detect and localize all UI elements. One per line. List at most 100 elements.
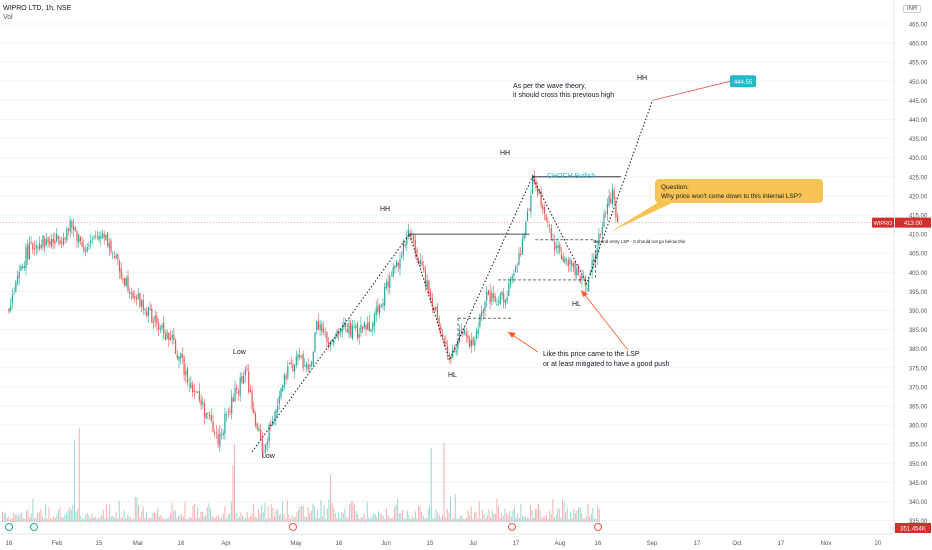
candle-body xyxy=(423,266,425,271)
candle-body xyxy=(168,332,170,340)
volume-bar xyxy=(582,518,584,522)
candle-body xyxy=(528,209,530,211)
volume-bar xyxy=(221,517,223,522)
volume-bar xyxy=(301,506,303,522)
candle-body xyxy=(564,258,566,263)
candle-body xyxy=(494,296,496,302)
candle-body xyxy=(605,212,607,214)
candle-body xyxy=(601,226,603,235)
candle-body xyxy=(171,334,173,339)
candle-body xyxy=(390,275,393,277)
volume-bar xyxy=(293,517,295,522)
volume-bar xyxy=(338,512,339,522)
volume-bar xyxy=(560,517,562,522)
candle-body xyxy=(137,293,139,299)
candle-body xyxy=(441,333,444,337)
candle-body xyxy=(341,328,343,333)
y-tick-label: 420.00 xyxy=(909,194,928,200)
volume-bar xyxy=(323,505,325,522)
volume-bar xyxy=(243,518,245,522)
symbol-title[interactable]: WIPRO LTD, 1h, NSE xyxy=(3,5,72,12)
volume-bar xyxy=(194,503,195,522)
candle-body xyxy=(458,330,461,343)
candle-body xyxy=(419,260,421,265)
volume-bar xyxy=(280,513,282,522)
volume-bar xyxy=(533,517,535,522)
volume-bar xyxy=(392,517,394,522)
volume-bar xyxy=(146,512,147,522)
y-tick-label: 390.00 xyxy=(909,309,928,315)
volume-bar xyxy=(67,510,69,522)
volume-bar xyxy=(414,511,416,522)
volume-bar xyxy=(440,517,442,522)
volume-bar xyxy=(493,513,495,522)
y-tick-label: 340.00 xyxy=(909,500,928,506)
candle-body xyxy=(28,242,30,260)
candle-body xyxy=(428,280,430,295)
event-flash-marker xyxy=(594,523,602,531)
candle-body xyxy=(45,239,47,245)
volume-bar xyxy=(123,510,125,522)
last-price-badge xyxy=(895,217,931,228)
volume-bar xyxy=(162,517,163,522)
volume-bar xyxy=(469,515,471,522)
volume-bar xyxy=(432,518,434,522)
candle-body xyxy=(504,299,506,304)
volume-bar xyxy=(586,516,587,522)
candle-body xyxy=(407,229,410,237)
candle-body xyxy=(98,235,100,240)
candle-body xyxy=(481,311,483,317)
volume-bar xyxy=(534,508,536,522)
candle-body xyxy=(260,429,262,440)
volume-bar xyxy=(547,518,549,522)
candle-body xyxy=(212,421,214,432)
volume-bar xyxy=(421,511,423,522)
candle-body xyxy=(316,321,318,331)
volume-bar xyxy=(450,496,451,522)
volume-bar xyxy=(418,506,419,522)
candle-body xyxy=(105,234,107,241)
candle-body xyxy=(515,266,517,273)
question-box xyxy=(655,179,823,203)
volume-bar xyxy=(6,517,8,522)
chart-header: WIPRO LTD, 1h, NSE Vol xyxy=(3,4,71,22)
candle-body xyxy=(379,306,381,314)
event-earnings-marker xyxy=(508,523,516,531)
volume-bar xyxy=(189,517,191,522)
volume-bar xyxy=(102,509,104,522)
volume-bar xyxy=(333,507,335,522)
candle-body xyxy=(591,259,593,272)
candle-body xyxy=(525,221,527,234)
candle-body xyxy=(302,354,304,369)
candle-body xyxy=(251,390,253,409)
volume-indicator-label[interactable]: Vol xyxy=(3,14,13,21)
candle-body xyxy=(185,370,187,376)
candle-body xyxy=(540,191,542,206)
volume-bar xyxy=(38,512,40,522)
question-title: Question: xyxy=(661,184,689,191)
volume-bar xyxy=(29,517,31,522)
volume-bar xyxy=(222,513,224,522)
volume-bar xyxy=(155,513,157,522)
candle-body xyxy=(236,387,238,390)
volume-bar xyxy=(386,508,387,522)
candle-body xyxy=(73,226,75,231)
lsp-note-line2: or at least mitigated to have a good pus… xyxy=(543,361,670,368)
volume-bar xyxy=(230,502,232,522)
candle-body xyxy=(482,309,484,314)
candle-body xyxy=(278,396,280,405)
candle-body xyxy=(508,283,510,296)
volume-bar xyxy=(390,518,392,522)
currency-badge[interactable]: INR xyxy=(903,5,922,13)
volume-bar xyxy=(531,509,533,522)
volume-bar xyxy=(64,514,66,522)
volume-bar xyxy=(203,516,205,522)
candle-body xyxy=(151,308,153,323)
lsp-note-line1: Like this price came to the LSP xyxy=(543,351,640,358)
volume-bar xyxy=(54,517,56,522)
y-tick-label: 375.00 xyxy=(909,366,928,372)
volume-bar xyxy=(541,518,543,522)
volume-bar xyxy=(166,518,168,522)
y-tick-label: 380.00 xyxy=(909,347,928,353)
